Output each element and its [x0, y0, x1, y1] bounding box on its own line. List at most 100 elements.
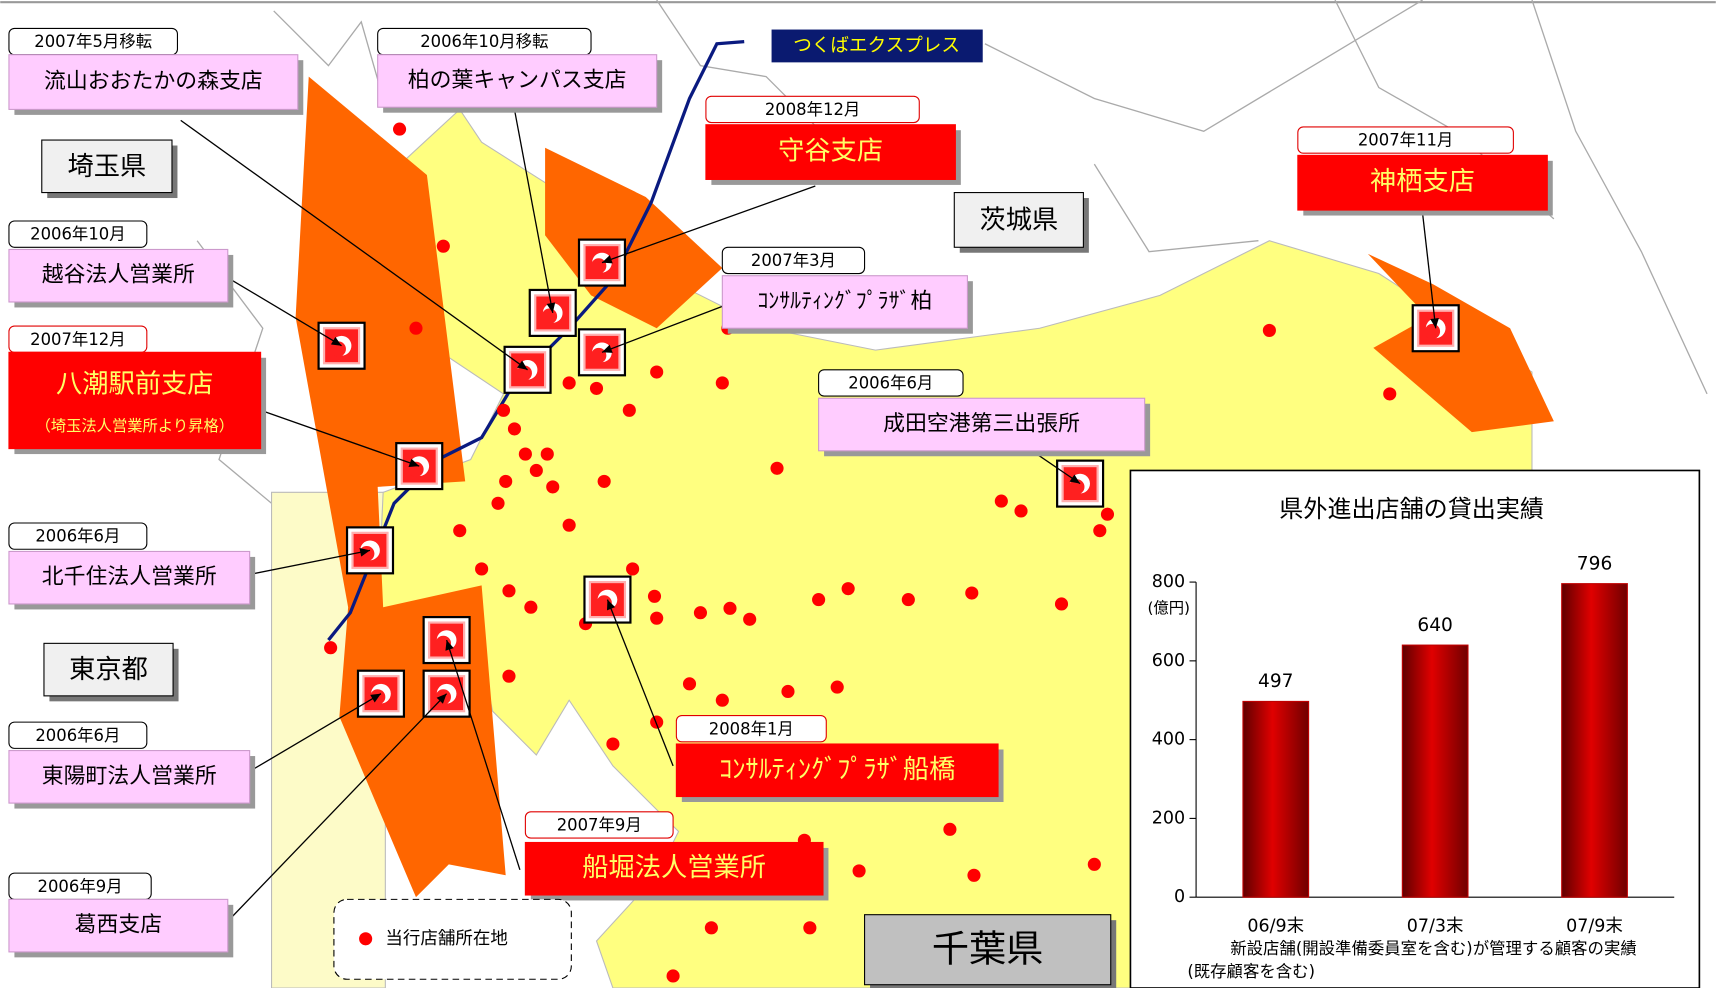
arrow-head — [370, 693, 381, 703]
chart-caption: (既存顧客を含む) — [1187, 962, 1315, 981]
branch-date: 2007年12月 — [30, 330, 125, 349]
store-dot — [597, 474, 611, 488]
store-dot — [1087, 857, 1101, 871]
branch-name: 神栖支店 — [1370, 167, 1475, 197]
prefecture-label: 埼玉県 — [68, 152, 147, 182]
callout-arrow — [606, 599, 674, 767]
branch-name: 北千住法人営業所 — [42, 565, 217, 590]
store-dot — [830, 680, 844, 694]
date-box — [818, 369, 964, 397]
y-tick-label: 600 — [1152, 651, 1185, 671]
branch-icon-mark — [591, 347, 607, 364]
store-dot — [841, 582, 855, 596]
store-dot — [650, 365, 664, 379]
store-dot — [647, 589, 662, 603]
name-box — [8, 54, 299, 110]
branch-name: 流山おおたかの森支店 — [44, 69, 263, 94]
branch-date: 2007年5月移転 — [34, 32, 152, 51]
name-box — [675, 743, 999, 798]
value-label: 796 — [1577, 553, 1613, 574]
callout-arrow — [445, 639, 521, 871]
callout-arrow — [601, 185, 816, 264]
prefecture-label: 東京都 — [69, 655, 148, 685]
arrow-head — [436, 693, 447, 704]
callout-arrow — [601, 305, 723, 353]
store-dot — [409, 321, 423, 335]
branch-icon-mark — [541, 308, 558, 324]
store-dot — [901, 593, 915, 607]
callout-arrow — [180, 119, 528, 371]
branch-icon-mark — [1069, 479, 1085, 495]
arrow-head — [1430, 317, 1439, 329]
arrow-head — [517, 360, 528, 370]
branch-date: 2008年12月 — [765, 100, 860, 119]
store-dot — [507, 422, 522, 436]
store-dot — [491, 496, 505, 510]
store-dot — [562, 518, 576, 532]
callout-arrow — [1421, 213, 1437, 329]
store-dot — [453, 524, 467, 538]
store-dot — [626, 562, 640, 576]
branch-date: 2006年10月移転 — [420, 32, 548, 51]
store-dot — [1014, 504, 1028, 518]
store-dot — [715, 693, 729, 707]
branch-name: 八潮駅前支店 — [56, 370, 214, 400]
arrow-head — [546, 302, 556, 313]
bar — [1401, 644, 1469, 898]
store-dot — [650, 715, 664, 729]
y-tick-label: 800 — [1152, 572, 1185, 592]
prefecture-box — [864, 914, 1112, 986]
store-dot — [943, 822, 957, 836]
store-dot — [1383, 387, 1397, 401]
store-dot — [502, 584, 516, 598]
arrow-head — [445, 640, 454, 651]
prefecture-label: 千葉県 — [932, 926, 1044, 970]
name-box — [721, 275, 968, 329]
branch-name: 守谷支店 — [778, 137, 883, 167]
bar — [1242, 700, 1310, 898]
branch-date: 2006年6月 — [848, 374, 933, 393]
y-unit: (億円) — [1147, 599, 1190, 617]
store-dot — [1262, 323, 1276, 337]
arrow-head — [1069, 474, 1081, 484]
highlight-area — [1367, 253, 1554, 433]
name-box — [377, 54, 658, 108]
branch-icon — [588, 580, 627, 619]
store-dot — [518, 447, 532, 461]
store-dot — [852, 864, 866, 878]
store-dot — [715, 376, 729, 390]
branch-date: 2007年9月 — [557, 816, 642, 835]
branch-date: 2007年3月 — [751, 251, 836, 270]
branch-icon — [362, 675, 400, 713]
store-dot — [499, 474, 513, 488]
store-dot — [994, 494, 1008, 508]
arrow-head — [606, 599, 616, 611]
store-dot — [965, 586, 979, 600]
branch-name: 東陽町法人営業所 — [42, 764, 217, 789]
store-dot — [540, 447, 554, 461]
y-tick-label: 400 — [1152, 730, 1185, 750]
store-dot — [1093, 524, 1107, 538]
store-dot — [770, 461, 784, 475]
store-dot — [324, 641, 338, 655]
store-dot — [606, 737, 620, 751]
callout-arrow — [227, 693, 448, 922]
name-box — [818, 397, 1146, 452]
store-dot — [524, 600, 538, 614]
store-dot — [622, 403, 636, 417]
arrow-head — [408, 458, 420, 467]
branch-date: 2006年9月 — [38, 877, 123, 896]
branch-icon — [534, 294, 572, 332]
name-box — [8, 351, 262, 450]
store-dot — [436, 239, 450, 253]
prefecture-box — [43, 642, 174, 697]
store-dot — [475, 562, 489, 576]
branch-icon-mark — [591, 258, 607, 274]
x-tick-label: 07/9末 — [1566, 917, 1623, 937]
store-dot — [496, 403, 511, 417]
date-box — [721, 246, 866, 275]
branch-date: 2007年11月 — [1358, 131, 1453, 150]
bar — [1561, 583, 1628, 898]
branch-name: 成田空港第三出張所 — [883, 412, 1080, 437]
